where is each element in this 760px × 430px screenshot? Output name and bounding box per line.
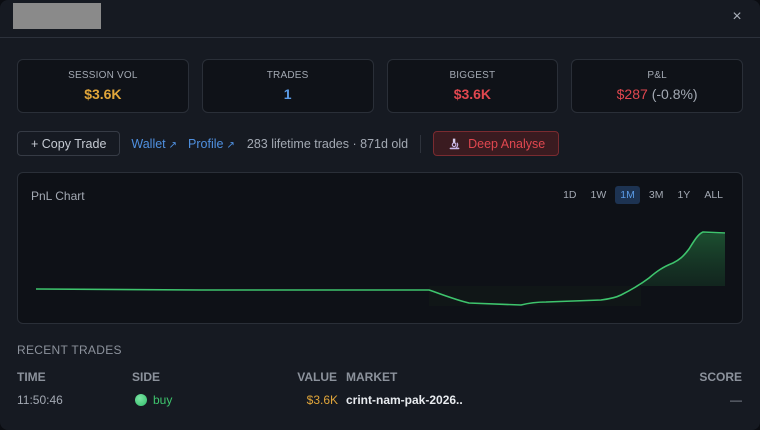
trade-market[interactable]: crint-nam-pak-2026.. [346, 393, 463, 407]
deep-analyse-button[interactable]: Deep Analyse [433, 131, 560, 156]
col-value: VALUE [297, 370, 337, 384]
stat-value: $3.6K [84, 86, 122, 102]
col-score: SCORE [699, 370, 742, 384]
trade-value: $3.6K [306, 393, 338, 407]
wallet-link-label: Wallet [131, 136, 166, 151]
range-selector: 1D 1W 1M 3M 1Y ALL [558, 186, 728, 204]
range-1y[interactable]: 1Y [677, 189, 691, 201]
stat-pnl: P&L $287 (-0.8%) [571, 59, 743, 113]
trade-side: buy [135, 393, 172, 407]
trade-score: — [730, 393, 742, 407]
stat-session-vol: SESSION VOL $3.6K [17, 59, 189, 113]
external-link-icon: ↗ [168, 139, 178, 151]
chart-title: PnL Chart [31, 189, 85, 203]
range-1m[interactable]: 1M [615, 186, 640, 204]
modal-header: × [0, 0, 760, 38]
external-link-icon: ↗ [226, 139, 235, 151]
stat-value: $3.6K [453, 86, 492, 102]
redacted-title [13, 3, 101, 29]
stat-trades: TRADES 1 [201, 59, 374, 113]
stat-label: SESSION VOL [68, 70, 138, 81]
stat-label: TRADES [266, 70, 309, 81]
stat-label: BIGGEST [449, 70, 496, 81]
trade-side-label: buy [153, 393, 173, 407]
pnl-percent: (-0.8%) [651, 86, 698, 102]
range-all[interactable]: ALL [704, 189, 723, 201]
range-1w[interactable]: 1W [590, 189, 607, 201]
wallet-link[interactable]: Wallet ↗ [131, 137, 177, 151]
deep-analyse-label: Deep Analyse [468, 136, 546, 151]
buy-dot-icon [135, 394, 147, 406]
col-time: TIME [17, 370, 46, 384]
range-1d[interactable]: 1D [563, 189, 577, 201]
pnl-chart-panel: PnL Chart 1D 1W 1M 3M 1Y ALL [17, 172, 743, 324]
col-side: SIDE [132, 370, 161, 384]
stats-row: SESSION VOL $3.6K TRADES 1 BIGGEST $3.6K… [17, 59, 743, 113]
stat-value: $287 (-0.8%) [572, 86, 742, 102]
pnl-amount: $287 [616, 86, 648, 102]
stat-label: P&L [647, 70, 667, 81]
stat-value: 1 [283, 86, 292, 102]
trader-meta: 283 lifetime trades · 871d old [246, 136, 409, 151]
trade-time: 11:50:46 [17, 393, 63, 407]
pnl-line [35, 231, 726, 306]
recent-trades-heading: RECENT TRADES [17, 343, 122, 357]
col-market: MARKET [346, 370, 398, 384]
copy-trade-button[interactable]: + Copy Trade [17, 131, 121, 156]
pnl-chart [35, 231, 726, 306]
stat-biggest: BIGGEST $3.6K [386, 59, 559, 113]
range-3m[interactable]: 3M [648, 189, 664, 201]
microscope-icon [449, 138, 460, 150]
action-bar: + Copy Trade Wallet ↗ Profile ↗ 283 lifeti… [17, 131, 743, 156]
divider [420, 134, 422, 153]
profile-link-label: Profile [188, 136, 224, 151]
close-icon[interactable]: × [732, 8, 742, 25]
profile-link[interactable]: Profile ↗ [188, 137, 235, 151]
